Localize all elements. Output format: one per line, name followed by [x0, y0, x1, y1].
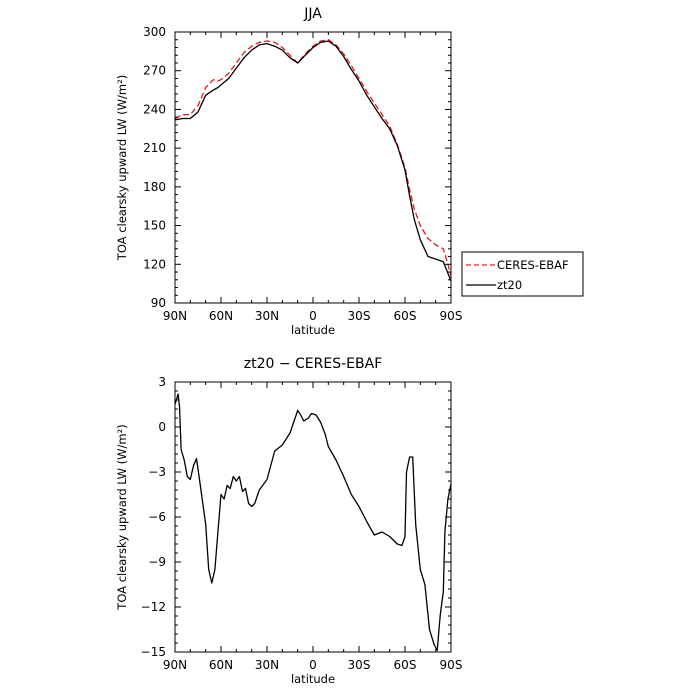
y-tick-label: 300: [143, 25, 166, 39]
x-tick-label: 30N: [255, 309, 279, 323]
plot-frame: [174, 381, 452, 653]
x-tick-label: 30S: [348, 309, 371, 323]
x-tick-label: 0: [309, 658, 317, 672]
y-tick-label: 0: [158, 420, 166, 434]
chart-panel-jja: JJA 90N 60N 30N 0 30S 60S 90S 90 120 150 180 210 240 2…: [115, 6, 584, 337]
series-line-0: [174, 393, 452, 652]
legend-box: [461, 251, 584, 297]
y-tick-label: 180: [143, 180, 166, 194]
y-tick-label: 150: [143, 219, 166, 233]
y-tick-label: −12: [141, 600, 166, 614]
x-tick-label: 60N: [209, 309, 233, 323]
y-tick-label: −6: [148, 510, 166, 524]
x-axis-label: latitude: [291, 323, 335, 337]
x-tick-label: 90N: [163, 658, 187, 672]
x-tick-label: 60N: [209, 658, 233, 672]
legend-label-0: CERES-EBAF: [497, 258, 569, 272]
x-tick-label: 90S: [440, 658, 463, 672]
chart-title: JJA: [303, 6, 322, 22]
x-tick-label: 90N: [163, 309, 187, 323]
y-tick-label: 120: [143, 257, 166, 271]
y-tick-label: −9: [148, 555, 166, 569]
y-tick-label: −15: [141, 645, 166, 659]
x-axis-label: latitude: [291, 672, 335, 686]
y-tick-label: 270: [143, 64, 166, 78]
y-tick-label: 90: [151, 296, 166, 310]
x-tick-label: 60S: [394, 658, 417, 672]
chart-panel-difference: zt20 − CERES-EBAF 90N 60N 30N 0 30S 60S 90S −15 −…: [115, 356, 462, 686]
x-tick-label: 90S: [440, 309, 463, 323]
series-line-0: [174, 39, 452, 277]
y-axis-label: TOA clearsky upward LW (W/m²): [115, 75, 129, 261]
y-tick-label: 240: [143, 102, 166, 116]
x-tick-label: 60S: [394, 309, 417, 323]
legend-label-1: zt20: [497, 278, 522, 292]
x-tick-label: 0: [309, 309, 317, 323]
y-tick-label: 3: [158, 375, 166, 389]
x-tick-label: 30S: [348, 658, 371, 672]
x-tick-label: 30N: [255, 658, 279, 672]
plot-frame: [174, 31, 452, 304]
y-axis-label: TOA clearsky upward LW (W/m²): [115, 424, 129, 610]
y-tick-label: 210: [143, 141, 166, 155]
y-tick-label: −3: [148, 465, 166, 479]
chart-title: zt20 − CERES-EBAF: [244, 356, 383, 372]
series-line-1: [174, 40, 452, 282]
